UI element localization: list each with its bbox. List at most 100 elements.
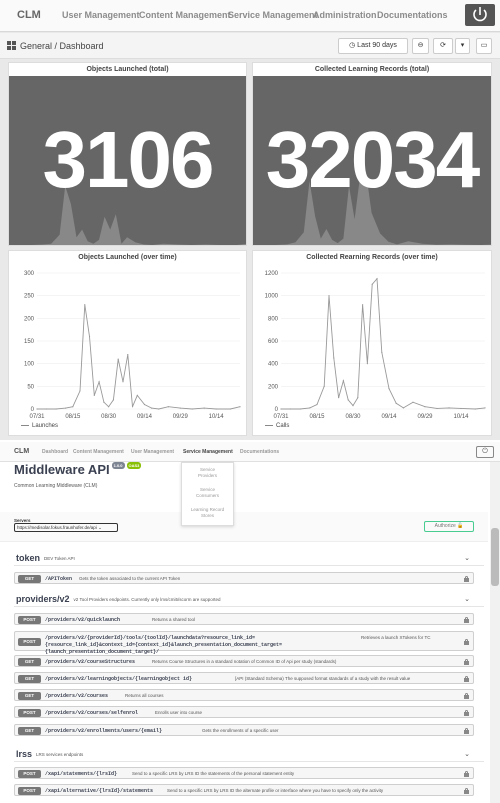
operation-get-learningobjects[interactable]: GET /providers/v2/learningobjects/{learn…: [14, 672, 474, 684]
operation-post-selfenrol[interactable]: POST /providers/v2/courses/selfenrol Enr…: [14, 706, 474, 718]
dropdown-item-service-providers[interactable]: Service Providers: [197, 467, 217, 478]
lock-icon[interactable]: [464, 728, 469, 734]
data-point: [122, 381, 124, 383]
refresh-interval-dropdown[interactable]: ▾: [455, 38, 470, 54]
nav-user-management[interactable]: User Management: [131, 449, 175, 455]
data-point: [117, 358, 119, 360]
lock-icon[interactable]: [464, 771, 469, 777]
data-point: [84, 304, 86, 306]
swagger-navbar: CLM Dashboard Content Management User Ma…: [0, 442, 500, 462]
dropdown-item-service-consumers[interactable]: Service Consumers: [195, 487, 219, 498]
tag-token[interactable]: token DEV Token API ⌄: [14, 552, 484, 566]
line-chart-launches: 0 50 100 150 200 250 300 07/31 08/15 08/30 09/14 09…: [24, 271, 241, 420]
x-tick-label: 10/14: [453, 414, 469, 420]
top-navbar: CLM User Management Content Management S…: [0, 0, 500, 32]
data-point: [179, 407, 181, 409]
stat-value: 3106: [42, 115, 215, 204]
logout-icon: ⏻: [482, 448, 488, 455]
dropdown-item-learning-record-stores[interactable]: Learning Record Stores: [190, 507, 225, 518]
operation-post-statements[interactable]: POST /xapi/statements/{lrsId} Send to a …: [14, 767, 474, 779]
time-range-picker[interactable]: ◷ Last 90 days: [338, 38, 408, 54]
data-point: [436, 407, 438, 410]
nav-documentations[interactable]: Documentations: [240, 449, 280, 455]
nav-service-management[interactable]: Service Management: [183, 449, 233, 455]
chart-legend: Launches: [21, 423, 58, 429]
panel-title: Objects Launched (over time): [78, 254, 177, 261]
zoom-out-button[interactable]: ⊖: [412, 38, 429, 54]
y-tick-label: 100: [24, 362, 35, 368]
tag-providers-v2[interactable]: providers/v2 v2 Tool Providers endpoints.…: [14, 593, 484, 607]
method-badge: POST: [18, 638, 41, 646]
operation-get-apitoken[interactable]: GET /APIToken Gets the token associated …: [14, 572, 474, 584]
y-tick-label: 250: [24, 294, 35, 300]
brand-logo[interactable]: CLM: [17, 9, 41, 21]
data-point: [45, 408, 48, 410]
y-tick-label: 400: [268, 362, 279, 368]
data-point: [376, 278, 378, 280]
x-tick-label: 09/14: [137, 414, 153, 420]
operation-path: /xapi/statements/{lrsId}: [45, 771, 118, 777]
data-point: [484, 407, 486, 409]
data-point: [36, 408, 38, 410]
version-badge: 1.0.0: [111, 462, 125, 469]
nav-dashboard[interactable]: Dashboard: [42, 449, 69, 455]
chevron-down-icon: ⌄: [464, 751, 470, 758]
x-tick-label: 09/14: [381, 414, 397, 420]
data-point: [338, 397, 340, 399]
data-point: [127, 354, 129, 356]
tv-mode-button[interactable]: ▭: [476, 38, 492, 54]
y-tick-label: 200: [24, 316, 35, 322]
servers-label: Servers: [14, 518, 31, 523]
panel-records-over-time: Collected Rearning Records (over time) 0…: [252, 250, 492, 436]
operation-post-launchdata[interactable]: POST /providers/v2/{providerId}/tools/{t…: [14, 631, 474, 655]
scrollbar[interactable]: [490, 462, 500, 803]
lock-icon[interactable]: [464, 576, 469, 582]
data-point: [299, 408, 301, 410]
lock-icon[interactable]: [464, 710, 469, 716]
nav-user-management[interactable]: User Management: [62, 10, 140, 20]
operation-path: /providers/v2/quicklaunch: [45, 617, 121, 623]
data-point: [371, 283, 373, 285]
scrollbar-thumb[interactable]: [491, 528, 499, 586]
x-tick-label: 10/14: [209, 414, 225, 420]
y-tick-label: 0: [31, 407, 35, 413]
server-select[interactable]: https://medisolar.fokus.fraunhofer.de/ap…: [14, 523, 118, 532]
operation-get-enrollments[interactable]: GET /providers/v2/enrollments/users/{ema…: [14, 724, 474, 736]
nav-service-management[interactable]: Service Management: [228, 10, 318, 20]
lock-icon[interactable]: [464, 788, 469, 794]
series-line: [281, 277, 486, 410]
servers-section: [0, 512, 488, 542]
nav-content-management[interactable]: Content Management: [73, 449, 124, 455]
nav-content-management[interactable]: Content Management: [139, 10, 231, 20]
x-tick-label: 08/30: [345, 414, 361, 420]
clock-icon: ◷: [349, 42, 358, 49]
stat-value: 32034: [265, 115, 480, 204]
lock-icon[interactable]: [464, 617, 469, 623]
operation-get-coursestructures[interactable]: GET /providers/v2/courseStructures Retur…: [14, 655, 474, 667]
logout-button[interactable]: ⏻: [476, 446, 494, 458]
lock-icon[interactable]: [464, 639, 469, 645]
operation-post-quicklaunch[interactable]: POST /providers/v2/quicklaunch Returns a…: [14, 613, 474, 625]
operation-get-courses[interactable]: GET /providers/v2/courses Returns all co…: [14, 689, 474, 701]
logout-button[interactable]: [465, 4, 495, 26]
panel-title: Collected Rearning Records (over time): [306, 254, 438, 261]
data-point: [93, 394, 95, 396]
lock-icon[interactable]: [464, 676, 469, 682]
api-description: Common Learning Middleware (CLM): [14, 483, 98, 489]
unlock-icon: 🔓: [457, 523, 464, 529]
y-tick-label: 600: [268, 339, 279, 345]
lock-icon[interactable]: [464, 659, 469, 665]
nav-administration[interactable]: Administration: [313, 10, 377, 20]
refresh-icon: ⟳: [440, 42, 446, 49]
nav-documentations[interactable]: Documentations: [377, 10, 448, 20]
operation-summary: [API (Standard Schema) The supposed form…: [235, 676, 411, 681]
operation-summary: Returns Course Structures in a standard …: [152, 659, 337, 664]
data-point: [158, 408, 160, 410]
operation-post-alternative-statements[interactable]: POST /xapi/alternative/{lrsId}/statement…: [14, 784, 474, 796]
legend-swatch-icon: [265, 424, 273, 426]
tag-lrss[interactable]: lrss LRS services endpoints ⌄: [14, 748, 484, 762]
lock-icon[interactable]: [464, 693, 469, 699]
authorize-button[interactable]: Authorize 🔓: [424, 521, 474, 532]
brand-logo[interactable]: CLM: [14, 448, 30, 455]
refresh-button[interactable]: ⟳: [433, 38, 453, 54]
